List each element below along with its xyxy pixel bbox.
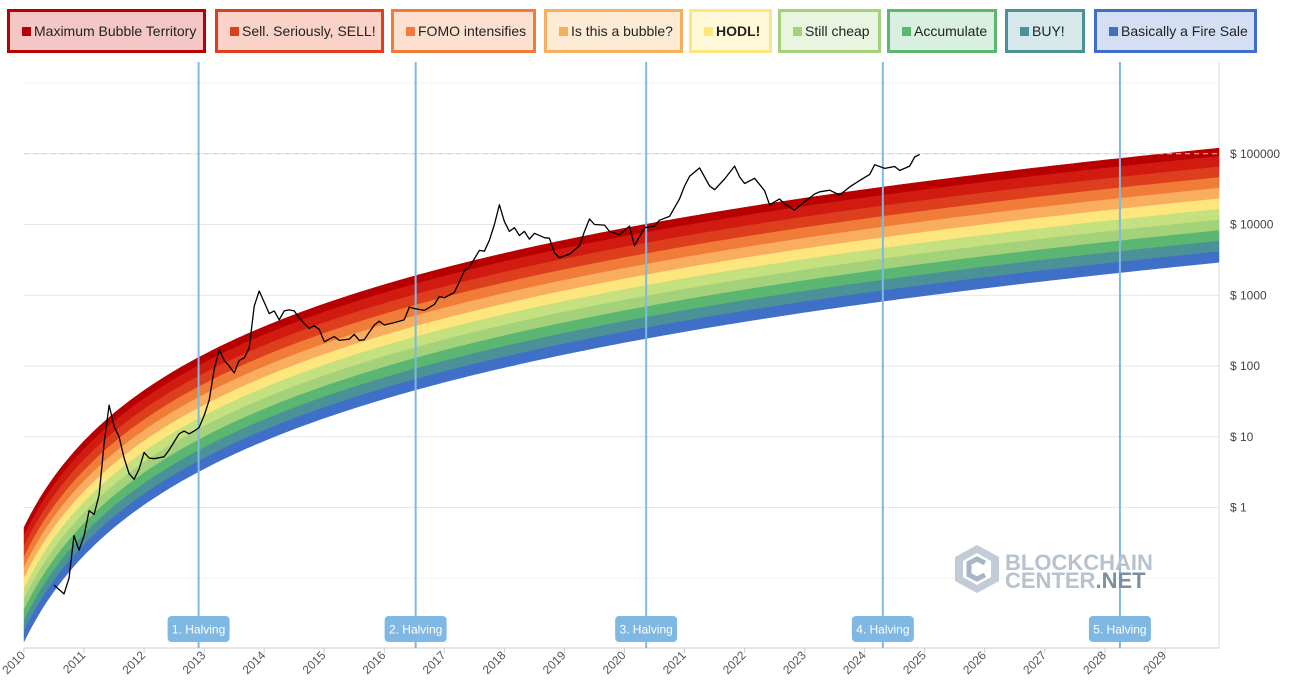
y-tick-label: $ 1000 xyxy=(1230,288,1267,302)
y-tick-label: $ 100 xyxy=(1230,359,1260,373)
legend-label: Basically a Fire Sale xyxy=(1121,23,1248,39)
legend-label: Is this a bubble? xyxy=(571,23,673,39)
legend-swatch xyxy=(1020,26,1029,36)
legend-item-9[interactable]: Basically a Fire Sale xyxy=(1094,9,1257,53)
watermark-line-1: BLOCKCHAIN xyxy=(1005,550,1153,575)
legend-item-5[interactable]: HODL! xyxy=(689,9,772,53)
legend-item-2[interactable]: Sell. Seriously, SELL! xyxy=(215,9,384,53)
legend-label: BUY! xyxy=(1032,23,1065,39)
legend-swatch xyxy=(1109,26,1118,36)
price-line xyxy=(53,153,920,595)
legend-label: FOMO intensifies xyxy=(418,23,527,39)
legend-item-3[interactable]: FOMO intensifies xyxy=(391,9,536,53)
legend-label: HODL! xyxy=(716,23,761,39)
halving-badge-2 xyxy=(384,616,447,642)
y-axis: $ 1 $ 10 $ 100 $ 1000 $ 10000 $ 100000 xyxy=(1230,147,1280,515)
legend: Maximum Bubble Territory Sell. Seriously,… xyxy=(0,0,1296,60)
legend-swatch xyxy=(406,26,415,36)
halving-label-3: 3. Halving xyxy=(619,623,672,637)
halving-badge-3 xyxy=(615,616,678,642)
legend-item-1[interactable]: Maximum Bubble Territory xyxy=(7,9,206,53)
y-tick-label: $ 10 xyxy=(1230,430,1254,444)
legend-label: Still cheap xyxy=(805,23,870,39)
legend-swatch xyxy=(793,26,802,36)
legend-item-7[interactable]: Accumulate xyxy=(887,9,997,53)
rainbow-bands xyxy=(23,147,1220,642)
rainbow-band-11 xyxy=(23,251,1220,642)
legend-swatch xyxy=(704,26,713,36)
watermark-net: .NET xyxy=(1095,568,1146,593)
halving-lines: 1. Halving 2. Halving 3. Halving 4. Halving… xyxy=(167,62,1151,648)
y-tick-label: $ 1 xyxy=(1230,501,1247,515)
legend-label: Accumulate xyxy=(914,23,988,39)
legend-label: Sell. Seriously, SELL! xyxy=(242,23,376,39)
legend-swatch xyxy=(902,26,911,36)
blockchain-center-logo-icon xyxy=(955,545,999,593)
watermark: BLOCKCHAIN CENTER.NET xyxy=(955,545,1153,593)
halving-badge-5 xyxy=(1088,616,1151,642)
price-series xyxy=(53,153,920,595)
legend-swatch xyxy=(559,26,568,36)
halving-label-1: 1. Halving xyxy=(172,623,225,637)
legend-swatch xyxy=(22,26,31,36)
halving-badge-1 xyxy=(167,616,230,642)
halving-label-5: 5. Halving xyxy=(1093,623,1146,637)
legend-label: Maximum Bubble Territory xyxy=(34,23,197,39)
x-axis: 2010 2011 2012 2013 2014 2015 2016 2017 2018 2019… xyxy=(0,648,1169,677)
watermark-center: CENTER xyxy=(1005,568,1096,593)
legend-swatch xyxy=(230,26,239,36)
halving-label-2: 2. Halving xyxy=(389,623,442,637)
watermark-line-2: CENTER.NET xyxy=(1005,568,1146,593)
legend-item-8[interactable]: BUY! xyxy=(1005,9,1085,53)
legend-item-4[interactable]: Is this a bubble? xyxy=(544,9,683,53)
y-tick-label: $ 10000 xyxy=(1230,218,1274,232)
legend-item-6[interactable]: Still cheap xyxy=(778,9,881,53)
y-tick-label: $ 100000 xyxy=(1230,147,1280,161)
halving-label-4: 4. Halving xyxy=(856,623,909,637)
halving-badge-4 xyxy=(851,616,914,642)
